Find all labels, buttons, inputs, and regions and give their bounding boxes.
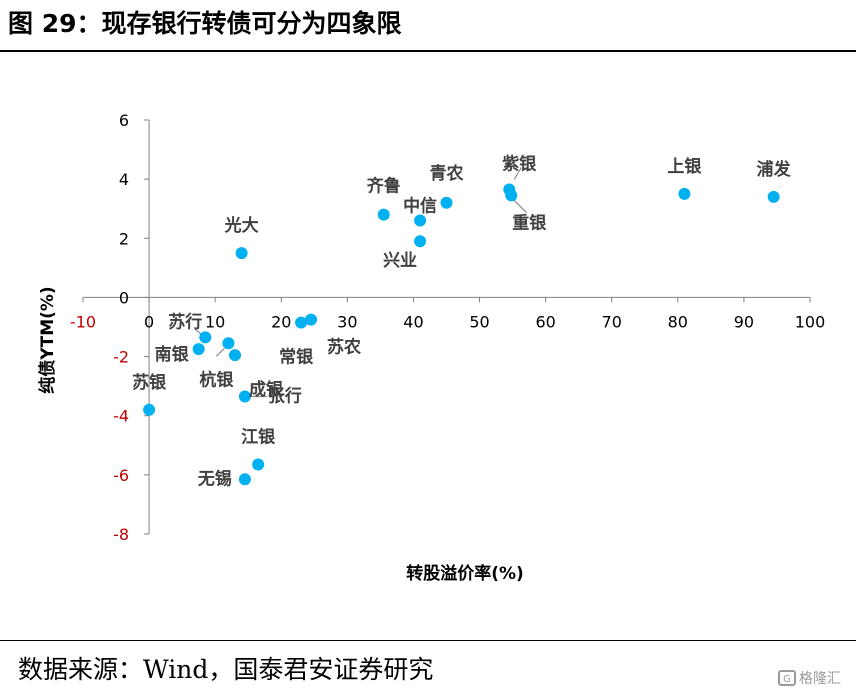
watermark-logo-icon: G (778, 670, 796, 686)
point-label: 上银 (667, 156, 702, 177)
y-tick-labels: -8 -6 -4 -2 0 2 4 6 (113, 111, 129, 544)
point-label: 张行 (268, 385, 302, 406)
y-tick-label: 2 (119, 229, 129, 248)
x-tick-labels: -10 0 10 20 30 40 50 60 70 80 90 100 (70, 312, 825, 331)
x-tick-label: 80 (668, 312, 688, 331)
x-tick-label: 0 (144, 312, 154, 331)
x-tick-label: 50 (469, 312, 489, 331)
source-divider (0, 640, 856, 641)
data-point (440, 196, 453, 209)
x-tick-label: 100 (795, 312, 826, 331)
leader-lines (194, 167, 527, 398)
figure-title: 图 29：现存银行转债可分为四象限 (8, 9, 402, 38)
data-point (222, 337, 235, 350)
y-tick-label: -4 (113, 407, 129, 426)
source-note: 数据来源：Wind，国泰君安证券研究 (18, 655, 434, 684)
data-point (238, 473, 251, 486)
y-tick-label: 0 (119, 288, 129, 307)
x-tick-label: 10 (205, 312, 225, 331)
point-label: 成银 (249, 379, 284, 400)
data-point (252, 458, 265, 471)
data-point (305, 313, 318, 326)
data-point (199, 331, 212, 344)
x-tick-label: 30 (337, 312, 357, 331)
y-tick-label: -8 (113, 525, 129, 544)
x-axis-label: 转股溢价率(%) (406, 563, 524, 584)
data-points (143, 183, 780, 486)
x-tick-label: 70 (602, 312, 622, 331)
leader-line (194, 328, 202, 335)
data-point (377, 208, 390, 221)
x-tick-label: 90 (734, 312, 754, 331)
data-point (295, 316, 308, 329)
point-label: 南银 (155, 344, 190, 365)
point-label: 常银 (279, 347, 314, 368)
data-point (235, 247, 248, 260)
x-tick-label: -10 (70, 312, 96, 331)
point-label: 青农 (430, 163, 464, 184)
y-tick-label: 6 (119, 111, 129, 130)
point-label: 江银 (241, 427, 276, 448)
watermark: G 格隆汇 (778, 668, 841, 688)
y-axis-label: 纯债YTM(%) (37, 286, 58, 393)
data-point (678, 187, 691, 200)
data-point (414, 235, 427, 248)
point-label: 无锡 (197, 468, 232, 489)
title-divider (0, 50, 856, 52)
point-label: 齐鲁 (367, 176, 401, 197)
point-label: 兴业 (383, 251, 417, 271)
scatter-chart: -10 0 10 20 30 40 50 60 70 80 90 100 -8 -6 -4 -2 0 2 4 6 浦… (37, 111, 825, 584)
x-tick-label: 60 (535, 312, 555, 331)
point-label: 杭银 (199, 369, 234, 390)
data-point (767, 190, 780, 203)
x-tick-label: 20 (271, 312, 291, 331)
data-point (414, 214, 427, 227)
data-point (143, 403, 156, 416)
point-label: 光大 (224, 215, 259, 236)
point-label: 苏行 (168, 311, 202, 332)
point-label: 中信 (403, 196, 437, 217)
data-point (238, 390, 251, 403)
point-label: 苏银 (132, 372, 167, 393)
data-point (192, 343, 205, 356)
watermark-text: 格隆汇 (799, 671, 841, 687)
y-tick-label: 4 (119, 170, 129, 189)
axes (82, 119, 811, 535)
point-label: 浦发 (757, 159, 792, 180)
data-point (505, 189, 518, 202)
data-point (229, 349, 242, 362)
point-label: 重银 (512, 212, 547, 233)
y-tick-label: -2 (113, 348, 129, 367)
leader-line (513, 199, 527, 213)
leader-line (215, 347, 225, 357)
y-tick-label: -6 (113, 466, 129, 485)
x-tick-label: 40 (403, 312, 423, 331)
point-label: 紫银 (502, 153, 537, 174)
leader-line (513, 167, 522, 180)
point-label: 苏农 (327, 337, 361, 358)
